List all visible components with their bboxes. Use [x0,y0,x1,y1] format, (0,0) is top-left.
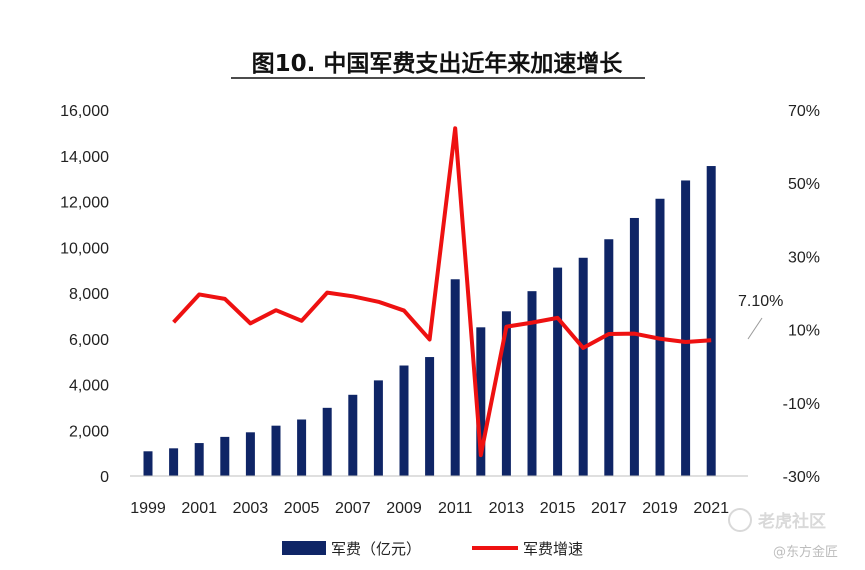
right-y-tick-label: -10% [783,396,820,413]
left-y-tick-label: 14,000 [60,149,109,166]
bar-2004 [271,425,281,476]
x-axis: 1999 2001 2003 2005 2007 2009 2011 2013 2015 2017… [130,500,729,517]
bar-2009 [399,365,409,476]
x-tick-label: 2015 [540,500,576,517]
left-y-tick-label: 4,000 [69,378,109,395]
watermark-brand: 老虎社区 [757,511,826,532]
bar-series [143,166,716,476]
x-tick-label: 2021 [693,500,729,517]
bar-2011 [450,279,460,476]
bar-2000 [169,448,179,476]
x-tick-label: 2013 [489,500,525,517]
chart-title: 图10. 中国军费支出近年来加速增长 [252,50,624,77]
annotation-leader [747,317,763,340]
bar-2021 [706,166,716,476]
watermark-logo-icon [728,508,752,532]
bar-2015 [553,267,563,476]
x-tick-label: 1999 [130,500,166,517]
bar-2005 [297,419,307,476]
bar-2018 [629,217,639,476]
bar-2020 [681,180,691,476]
bar-2001 [194,443,204,476]
x-tick-label: 2019 [642,500,678,517]
watermark-source: @东方金匠 [773,544,838,560]
line-series [172,126,712,458]
right-y-tick-label: 70% [788,103,820,120]
x-tick-label: 2011 [438,500,473,517]
bar-2003 [245,432,255,476]
bar-2012 [476,327,486,476]
x-tick-label: 2007 [335,500,371,517]
bar-2013 [501,311,511,476]
left-y-tick-label: 16,000 [60,103,109,120]
growth-line [172,126,712,458]
right-y-axis: -30% -10% 10% 30% 50% 70% [783,103,820,486]
bar-2010 [425,357,435,476]
bar-2008 [373,380,383,476]
x-tick-label: 2017 [591,500,627,517]
right-y-tick-label: 50% [788,176,820,193]
x-tick-label: 2003 [233,500,269,517]
legend-bar-swatch [282,541,326,555]
right-y-tick-label: -30% [783,469,820,486]
bar-1999 [143,451,153,476]
left-y-tick-label: 8,000 [69,286,109,303]
bar-2007 [348,394,358,476]
bar-2017 [604,239,614,476]
x-tick-label: 2005 [284,500,320,517]
annotation-label: 7.10% [738,293,783,310]
left-y-tick-label: 2,000 [69,423,109,440]
watermark: 老虎社区 @东方金匠 [728,508,838,560]
left-y-tick-label: 12,000 [60,195,109,212]
left-y-tick-label: 6,000 [69,332,109,349]
bar-2016 [578,257,588,476]
right-y-tick-label: 10% [788,323,820,340]
left-y-tick-label: 10,000 [60,240,109,257]
right-y-tick-label: 30% [788,249,820,266]
bar-2014 [527,291,537,476]
legend-line-label: 军费增速 [523,540,583,558]
bar-2002 [220,436,230,476]
x-tick-label: 2009 [386,500,422,517]
bar-2006 [322,407,332,476]
left-y-axis: 0 2,000 4,000 6,000 8,000 10,000 12,000 14,000 1… [60,103,109,486]
legend-bar-label: 军费（亿元） [331,540,421,558]
x-tick-label: 2001 [181,500,217,517]
left-y-tick-label: 0 [100,469,109,486]
legend: 军费（亿元） 军费增速 [282,540,583,558]
